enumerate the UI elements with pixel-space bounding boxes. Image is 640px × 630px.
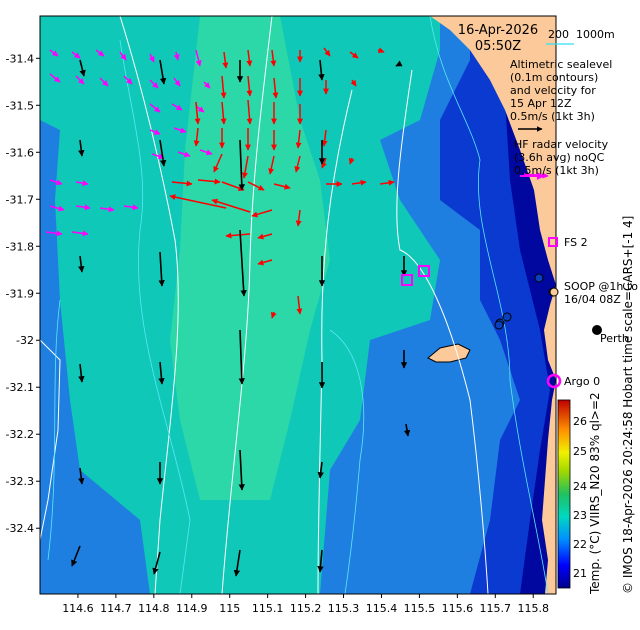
soop-point <box>534 273 544 283</box>
plot-frame <box>39 15 557 595</box>
x-tick-label: 114.9 <box>176 602 208 615</box>
altimetry-vectors <box>71 59 411 577</box>
sealevel-contours <box>40 16 489 594</box>
colorbar-label: Temp. (°C) VIIRS_N20 83% ql>=2 <box>588 392 602 595</box>
colorbar-tick: 22 <box>573 538 587 551</box>
x-tick-label: 115.1 <box>252 602 284 615</box>
fs2-label: FS 2 <box>564 236 588 249</box>
swan-river <box>555 329 556 331</box>
rottnest-island <box>427 343 471 363</box>
argo-label: Argo 0 <box>564 375 600 388</box>
soop-point <box>494 320 504 330</box>
radar-legend-line-1: HF radar velocity <box>514 138 609 151</box>
altimetry-legend-line-3: and velocity for <box>510 84 596 97</box>
colorbar-tick: 23 <box>573 509 587 522</box>
altimetry-legend-line-5: 0.5m/s (1kt 3h) <box>510 110 595 123</box>
station-box <box>401 274 413 286</box>
radar-legend-line-3: 0.5m/s (1kt 3h) <box>514 164 599 177</box>
x-tick-label: 115.7 <box>480 602 512 615</box>
y-tick-label: -32.4 <box>6 522 34 535</box>
colorbar <box>557 399 571 589</box>
x-tick-label: 114.6 <box>62 602 94 615</box>
map-area <box>40 16 556 594</box>
x-tick-label: 114.8 <box>138 602 170 615</box>
perth-marker <box>592 325 602 335</box>
soop-label-2: 16/04 08Z <box>564 293 621 306</box>
soop-label-1: SOOP @1h to <box>564 280 638 293</box>
altimetry-legend-line-4: 15 Apr 12Z <box>510 97 572 110</box>
x-tick-label: 115.8 <box>517 602 549 615</box>
scale-200-label: 200 <box>548 28 569 41</box>
colorbar-tick: 21 <box>573 567 587 580</box>
station-box <box>418 265 430 277</box>
y-tick-label: -31.4 <box>6 52 34 65</box>
colorbar-ticks: 21 22 23 24 25 26 <box>573 415 587 580</box>
header-time: 05:50Z <box>475 39 521 54</box>
altimetry-legend-line-2: (0.1m contours) <box>510 71 598 84</box>
credit-label: © IMOS 18-Apr-2026 20:24:58 Hobart time … <box>621 216 635 594</box>
y-tick-label: -31.6 <box>6 146 34 159</box>
x-tick-label: 115 <box>219 602 240 615</box>
x-tick-label: 114.7 <box>100 602 132 615</box>
x-tick-label: 115.4 <box>366 602 398 615</box>
argo-marker <box>546 373 562 389</box>
soop-point <box>502 312 512 322</box>
y-tick-label: -31.5 <box>6 99 34 112</box>
header-date: 16-Apr-2026 <box>458 23 538 38</box>
colorbar-tick: 26 <box>573 415 587 428</box>
soop-marker <box>549 287 559 297</box>
x-tick-label: 115.6 <box>442 602 474 615</box>
bathymetry-contours <box>47 16 549 594</box>
y-tick-label: -32 <box>16 334 34 347</box>
y-tick-label: -31.9 <box>6 287 34 300</box>
altimetry-legend-line-1: Altimetric sealevel <box>510 58 612 71</box>
fs2-marker <box>548 237 558 247</box>
x-tick-label: 115.2 <box>290 602 322 615</box>
y-tick-label: -31.8 <box>6 240 34 253</box>
y-axis-ticks: -31.4 -31.5 -31.6 -31.7 -31.8 -31.9 -32 -32.1 -3… <box>6 52 40 535</box>
hf-radar-vectors <box>45 49 549 237</box>
scale-1000-label: 1000m <box>576 28 615 41</box>
y-tick-label: -31.7 <box>6 193 34 206</box>
y-tick-label: -32.2 <box>6 428 34 441</box>
colorbar-tick: 25 <box>573 445 587 458</box>
x-axis-ticks: 114.6 114.7 114.8 114.9 115 115.1 115.2 115.3 11… <box>62 594 549 615</box>
perth-label: Perth <box>600 332 629 345</box>
land <box>430 16 556 594</box>
y-tick-label: -32.3 <box>6 475 34 488</box>
colorbar-tick: 24 <box>573 480 587 493</box>
y-tick-label: -32.1 <box>6 381 34 394</box>
radar-legend-line-2: (3.6h avg) noQC <box>514 151 605 164</box>
x-tick-label: 115.3 <box>328 602 360 615</box>
x-tick-label: 115.5 <box>404 602 436 615</box>
